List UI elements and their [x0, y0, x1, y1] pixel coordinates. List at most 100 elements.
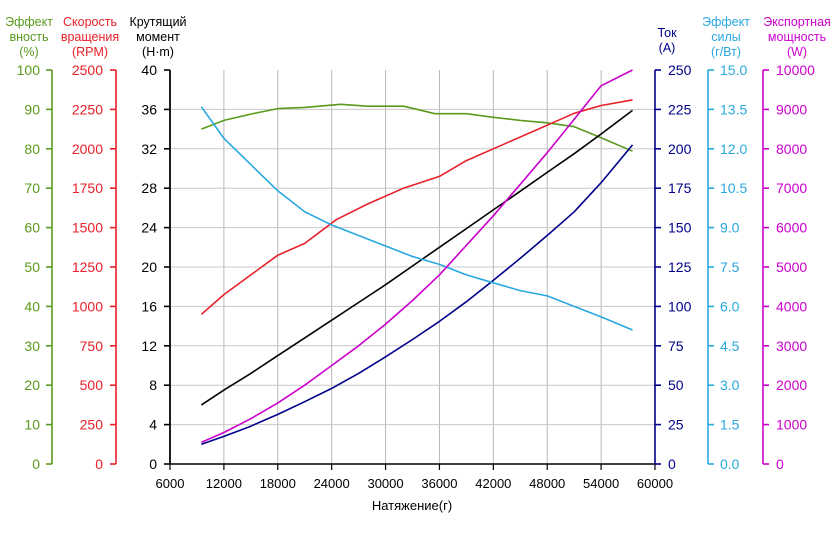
y-tick-label: 32 [141, 141, 157, 157]
y-tick-label: 1.5 [720, 417, 740, 433]
y-tick-label: 3.0 [720, 377, 740, 393]
y-tick-label: 100 [17, 62, 41, 78]
y-tick-label: 8 [149, 377, 157, 393]
y-tick-label: 10 [24, 417, 40, 433]
y-tick-label: 13.5 [720, 101, 747, 117]
y-tick-label: 0.0 [720, 456, 740, 472]
series-lines [200, 69, 634, 446]
x-axis-label: Натяжение(г) [372, 498, 452, 513]
y-axis-title: Ток [657, 26, 677, 40]
y-tick-label: 75 [668, 338, 684, 354]
y-tick-label: 40 [24, 298, 40, 314]
y-tick-label: 4.5 [720, 338, 740, 354]
x-tick-label: 48000 [529, 476, 565, 491]
y-tick-label: 4 [149, 417, 157, 433]
x-tick-label: 18000 [260, 476, 296, 491]
y-axis-title: Экспортная [763, 15, 831, 29]
y-axis-rpm: 0 250 500 750 1000 1250 1500 1750 2000 2250 2500 Ск… [61, 15, 119, 472]
y-tick-label: 150 [668, 220, 692, 236]
y-tick-label: 1500 [72, 220, 103, 236]
y-tick-label: 90 [24, 101, 40, 117]
y-tick-label: 750 [80, 338, 104, 354]
grid [170, 70, 655, 464]
x-tick-label: 24000 [314, 476, 350, 491]
y-tick-label: 36 [141, 101, 157, 117]
y-tick-label: 25 [668, 417, 684, 433]
y-tick-label: 16 [141, 298, 157, 314]
y-axis-title: (%) [19, 45, 38, 59]
y-tick-label: 175 [668, 180, 692, 196]
y-tick-label: 5000 [776, 259, 807, 275]
series-line [200, 106, 633, 331]
y-axis-title: Эффект [702, 15, 750, 29]
y-tick-label: 20 [24, 377, 40, 393]
y-tick-label: 1750 [72, 180, 103, 196]
y-axis-title: (Н·m) [142, 45, 174, 59]
y-axis-title: вность [10, 30, 49, 44]
y-axis-force_eff: 0.0 1.5 3.0 4.5 6.0 7.5 9.0 10.5 12.0 13.5 15.0 Эфф… [702, 15, 750, 472]
x-tick-label: 30000 [367, 476, 403, 491]
y-tick-label: 2500 [72, 62, 103, 78]
y-tick-label: 2000 [776, 377, 807, 393]
y-axis-title: (RPM) [72, 45, 108, 59]
y-tick-label: 70 [24, 180, 40, 196]
axes: 6000 12000 18000 24000 30000 36000 42000 48000 5… [5, 15, 831, 491]
y-tick-label: 9.0 [720, 220, 740, 236]
y-axis-title: силы [711, 30, 741, 44]
y-tick-label: 8000 [776, 141, 807, 157]
series-line [201, 69, 633, 444]
y-tick-label: 0 [95, 456, 103, 472]
y-axis-current: 0 25 50 75 100 125 150 175 200 225 250 Ток(A) [654, 26, 692, 472]
y-tick-label: 3000 [776, 338, 807, 354]
y-tick-label: 2250 [72, 101, 103, 117]
x-tick-label: 36000 [421, 476, 457, 491]
y-tick-label: 7.5 [720, 259, 740, 275]
y-axis-title: Крутящий [129, 15, 186, 29]
x-tick-label: 54000 [583, 476, 619, 491]
y-tick-label: 1000 [72, 298, 103, 314]
y-tick-label: 60 [24, 220, 40, 236]
x-tick-label: 12000 [206, 476, 242, 491]
y-tick-label: 4000 [776, 298, 807, 314]
y-tick-label: 200 [668, 141, 692, 157]
y-tick-label: 10.5 [720, 180, 747, 196]
y-tick-label: 15.0 [720, 62, 747, 78]
y-tick-label: 10000 [776, 62, 815, 78]
x-tick-label: 6000 [156, 476, 185, 491]
y-tick-label: 2000 [72, 141, 103, 157]
y-tick-label: 1250 [72, 259, 103, 275]
series-line [200, 99, 633, 315]
y-axis-title: (A) [659, 41, 676, 55]
y-tick-label: 7000 [776, 180, 807, 196]
y-tick-label: 12.0 [720, 141, 747, 157]
y-axis-power: 0 1000 2000 3000 4000 5000 6000 7000 8000 9000 100… [762, 15, 831, 472]
y-tick-label: 0 [149, 456, 157, 472]
series-line [201, 144, 634, 446]
y-tick-label: 80 [24, 141, 40, 157]
y-tick-label: 30 [24, 338, 40, 354]
y-tick-label: 20 [141, 259, 157, 275]
y-tick-label: 50 [668, 377, 684, 393]
y-axis-title: Эффект [5, 15, 53, 29]
y-tick-label: 0 [32, 456, 40, 472]
y-axis-title: вращения [61, 30, 119, 44]
y-tick-label: 6000 [776, 220, 807, 236]
y-axis-title: момент [136, 30, 180, 44]
y-axis-title: Скорость [63, 15, 117, 29]
y-axis-title: мощность [768, 30, 826, 44]
y-tick-label: 40 [141, 62, 157, 78]
y-tick-label: 225 [668, 101, 692, 117]
y-tick-label: 0 [776, 456, 784, 472]
y-tick-label: 9000 [776, 101, 807, 117]
y-tick-label: 28 [141, 180, 157, 196]
series-line [201, 103, 633, 152]
y-tick-label: 12 [141, 338, 157, 354]
y-tick-label: 250 [80, 417, 104, 433]
y-axis-title: (г/Вт) [711, 45, 741, 59]
y-tick-label: 50 [24, 259, 40, 275]
y-axis-title: (W) [787, 45, 807, 59]
y-tick-label: 100 [668, 298, 692, 314]
